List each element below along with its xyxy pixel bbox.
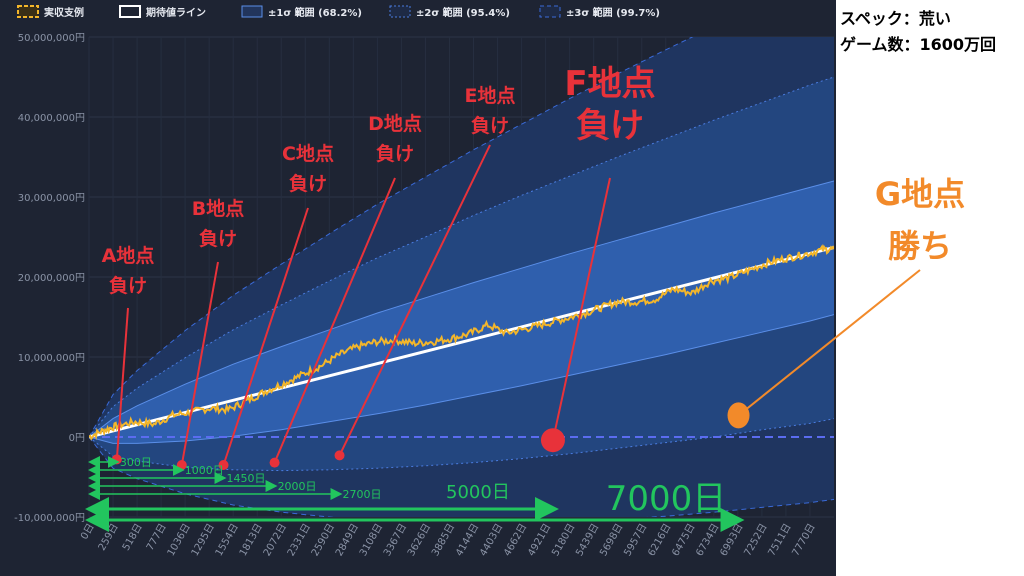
loss-label-text: 負け — [576, 106, 644, 146]
loss-pointer-line — [180, 261, 219, 466]
legend-label: ±2σ 範囲 (95.4%) — [416, 6, 510, 19]
y-tick-label: 20,000,000円 — [18, 273, 85, 284]
loss-pointer-line — [273, 177, 396, 463]
win-label-text: G地点 — [875, 175, 965, 213]
day-span-label: 2700日 — [343, 488, 382, 501]
legend-swatch — [119, 5, 141, 18]
legend-label: ±1σ 範囲 (68.2%) — [268, 6, 362, 19]
win-label-text: 勝ち — [888, 227, 952, 265]
spec-box: スペック：荒い ゲーム数：1600万回 — [840, 6, 996, 58]
y-tick-label: 0円 — [69, 433, 85, 444]
day-span-label: 2000日 — [278, 480, 317, 493]
spec-line-games: ゲーム数：1600万回 — [840, 35, 997, 54]
loss-pointer-line — [551, 177, 611, 441]
y-tick-label: -10,000,000円 — [14, 513, 85, 524]
loss-label-text: 負け — [199, 227, 237, 250]
loss-pointer-line — [338, 144, 491, 456]
loss-pointer-line — [115, 307, 129, 460]
sigma2-band-upper-edge — [89, 76, 834, 438]
loss-point-marker — [218, 460, 229, 470]
y-tick-label: 10,000,000円 — [18, 353, 85, 364]
legend-label: ±3σ 範囲 (99.7%) — [566, 6, 660, 19]
legend-label: 実収支例 — [44, 6, 84, 19]
plot-area — [89, 37, 834, 517]
y-tick-label: 40,000,000円 — [18, 113, 85, 124]
spec-line-volatility: スペック：荒い — [840, 9, 951, 28]
y-tick-label: 50,000,000円 — [18, 33, 85, 44]
legend-swatch — [389, 5, 411, 18]
loss-pointer-line — [222, 207, 309, 466]
legend-swatch — [17, 5, 39, 18]
actual-balance-line — [89, 244, 834, 441]
loss-point-marker — [334, 450, 345, 461]
loss-point-marker — [540, 428, 565, 453]
long-span-label: 7000日 — [606, 479, 727, 519]
loss-label-text: B地点 — [192, 197, 244, 220]
loss-label-text: A地点 — [102, 244, 155, 267]
legend-label: 期待値ライン — [146, 6, 206, 19]
day-span-label: 1000日 — [185, 464, 224, 477]
loss-label-text: C地点 — [282, 142, 334, 165]
sigma1-band — [89, 181, 834, 444]
loss-label-text: 負け — [289, 172, 327, 195]
sigma1-band-lower-edge — [89, 314, 834, 444]
loss-label-text: D地点 — [368, 112, 422, 135]
day-span-label: 5000日 — [446, 482, 510, 503]
loss-label-text: F地点 — [564, 64, 655, 104]
loss-point-marker — [269, 457, 280, 468]
loss-label-text: 負け — [376, 142, 414, 165]
legend-swatch — [241, 5, 263, 18]
y-tick-label: 30,000,000円 — [18, 193, 85, 204]
sigma1-band-upper-edge — [89, 180, 834, 438]
day-span-label: 300日 — [120, 456, 152, 469]
loss-label-text: E地点 — [465, 84, 516, 107]
day-span-label: 1450日 — [227, 472, 266, 485]
win-pointer-line — [737, 269, 921, 417]
legend-swatch — [539, 5, 561, 18]
loss-label-text: 負け — [471, 114, 509, 137]
win-point-marker — [727, 402, 750, 429]
loss-label-text: 負け — [109, 274, 147, 297]
